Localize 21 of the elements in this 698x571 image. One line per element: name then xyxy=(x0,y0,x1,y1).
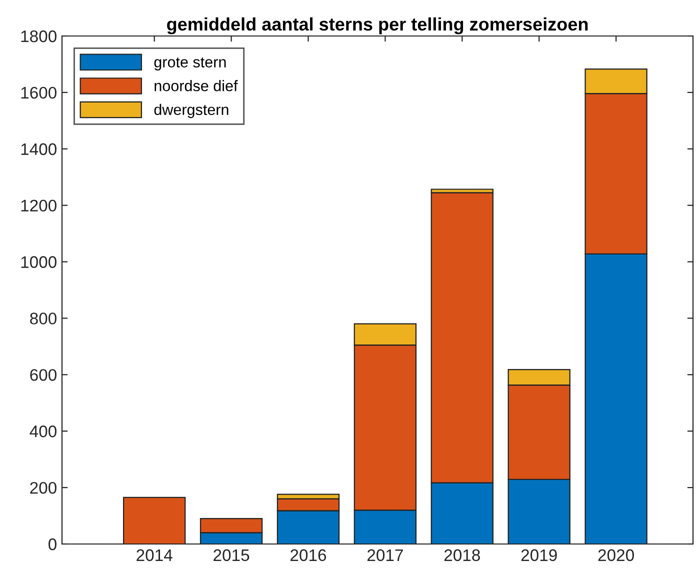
y-tick-label: 400 xyxy=(30,426,56,438)
legend-label: grote stern xyxy=(154,57,226,70)
y-tick-label: 1600 xyxy=(21,86,56,99)
y-tick-label: 800 xyxy=(30,312,56,324)
legend-label: dwergstern xyxy=(154,104,228,118)
y-tick-label: 600 xyxy=(30,369,56,381)
y-tick-label: 200 xyxy=(30,482,56,494)
x-tick-label: 2020 xyxy=(598,549,634,562)
chart-title: gemiddeld aantal sterns per telling zomerseizoen xyxy=(167,17,588,34)
y-tick-label: 1400 xyxy=(21,143,56,156)
x-tick-label: 2016 xyxy=(290,549,326,562)
y-tick-label: 1200 xyxy=(21,200,56,212)
legend-label: noordse dief xyxy=(154,80,238,92)
x-tick-label: 2018 xyxy=(444,549,480,562)
y-tick-label: 1000 xyxy=(21,256,56,268)
x-tick-label: 2015 xyxy=(214,549,250,562)
y-tick-label: 1800 xyxy=(21,30,56,42)
x-tick-label: 2014 xyxy=(136,549,172,562)
x-tick-label: 2019 xyxy=(521,549,557,562)
x-tick-label: 2017 xyxy=(367,549,403,562)
y-tick-label: 0 xyxy=(48,538,56,550)
